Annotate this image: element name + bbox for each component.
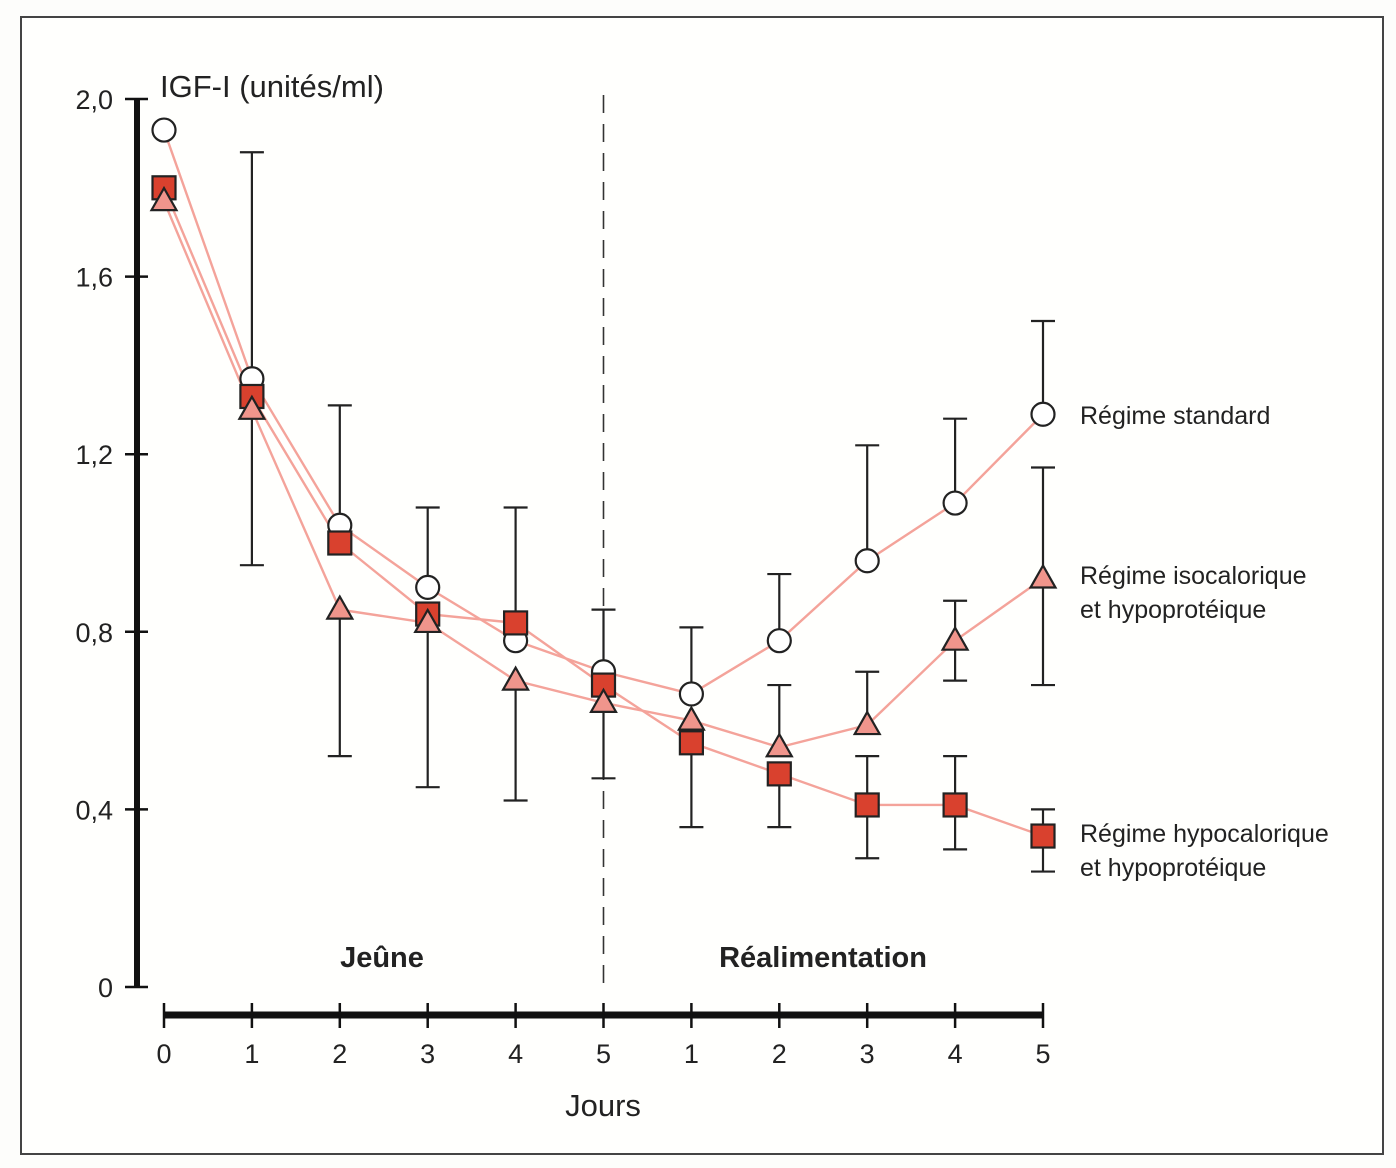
data-point-square <box>766 761 792 787</box>
x-tick-label: 0 <box>156 1039 171 1069</box>
x-tick-label: 5 <box>1035 1039 1050 1069</box>
data-point-triangle <box>325 594 355 620</box>
data-point-triangle <box>589 687 618 713</box>
data-point-triangle <box>940 625 970 651</box>
legend-label: Régime isocalorique <box>1080 562 1307 590</box>
y-tick-label: 2,0 <box>75 85 113 115</box>
legend: Régime standard Régime isocalorique et hyp… <box>1080 402 1329 882</box>
y-tick-label: 0,4 <box>75 795 113 825</box>
y-axis-label: IGF-I (unités/ml) <box>160 69 384 104</box>
y-tick-label: 1,2 <box>75 440 113 470</box>
data-point-circle <box>1030 401 1056 427</box>
phase-label-jeune: Jeûne <box>340 942 424 974</box>
figure-frame <box>20 16 1384 1155</box>
data-point-triangle <box>764 732 794 758</box>
error-bars <box>239 151 1055 873</box>
x-tick-label: 4 <box>508 1039 523 1069</box>
data-point-triangle <box>237 394 267 420</box>
x-tick-label: 1 <box>684 1039 699 1069</box>
legend-label: Régime standard <box>1080 402 1270 430</box>
legend-label: et hypoprotéique <box>1080 596 1266 624</box>
axes: 0 0,4 0,8 1,2 1,6 2,0 0 1 2 3 4 5 1 2 3 4 5 <box>75 85 1050 1069</box>
data-point-square <box>1030 823 1056 849</box>
data-point-square <box>327 530 353 556</box>
legend-label: et hypoprotéique <box>1080 854 1266 882</box>
data-point-square <box>942 792 968 818</box>
data-point-circle <box>942 490 968 516</box>
chart-texts: IGF-I (unités/ml) Jours Jeûne Réalimenta… <box>160 69 927 1123</box>
data-point-triangle <box>501 665 530 691</box>
phase-label-realimentation: Réalimentation <box>719 942 927 974</box>
data-point-square <box>854 792 880 818</box>
data-point-square <box>503 610 529 636</box>
x-tick-label: 4 <box>948 1039 963 1069</box>
x-tick-label: 1 <box>244 1039 259 1069</box>
y-tick-label: 0,8 <box>75 618 113 648</box>
data-point-triangle <box>413 607 443 634</box>
data-point-circle <box>415 574 441 601</box>
data-point-circle <box>766 628 792 654</box>
data-point-circle <box>678 681 705 707</box>
data-point-circle <box>151 117 177 143</box>
x-tick-label: 2 <box>332 1039 347 1069</box>
data-point-triangle <box>852 709 882 736</box>
y-tick-label: 1,6 <box>75 263 113 293</box>
series-markers <box>149 117 1058 849</box>
x-tick-label: 3 <box>860 1039 875 1069</box>
x-tick-label: 2 <box>772 1039 787 1069</box>
x-tick-label: 3 <box>420 1039 435 1069</box>
legend-label: Régime hypocalorique <box>1080 820 1329 848</box>
x-tick-label: 5 <box>596 1039 611 1069</box>
y-tick-label: 0 <box>98 973 113 1003</box>
x-axis-label: Jours <box>565 1088 641 1123</box>
data-point-circle <box>854 548 880 574</box>
data-point-square <box>678 730 705 756</box>
data-point-triangle <box>1028 563 1058 589</box>
data-point-triangle <box>149 185 179 212</box>
data-point-triangle <box>677 705 706 731</box>
